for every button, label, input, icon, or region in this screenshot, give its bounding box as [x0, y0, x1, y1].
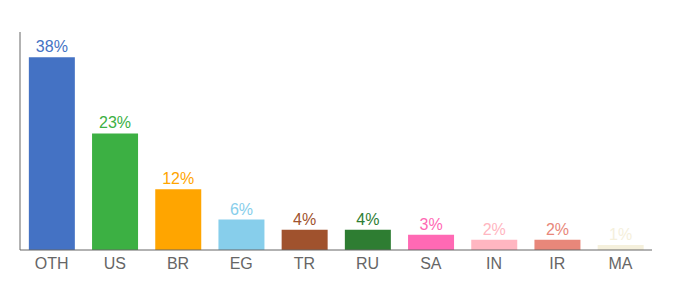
svg-text:MA: MA — [608, 255, 632, 272]
svg-text:4%: 4% — [356, 211, 379, 228]
svg-text:38%: 38% — [36, 38, 68, 55]
svg-text:23%: 23% — [99, 114, 131, 131]
svg-text:US: US — [104, 255, 126, 272]
svg-text:SA: SA — [420, 255, 442, 272]
svg-text:IN: IN — [486, 255, 502, 272]
svg-text:2%: 2% — [483, 221, 506, 238]
svg-text:1%: 1% — [609, 226, 632, 243]
svg-text:IR: IR — [549, 255, 565, 272]
svg-text:EG: EG — [230, 255, 253, 272]
svg-text:4%: 4% — [293, 211, 316, 228]
svg-text:BR: BR — [167, 255, 189, 272]
svg-text:6%: 6% — [230, 201, 253, 218]
svg-text:12%: 12% — [162, 170, 194, 187]
svg-text:RU: RU — [356, 255, 379, 272]
svg-text:TR: TR — [294, 255, 315, 272]
svg-text:OTH: OTH — [35, 255, 69, 272]
svg-text:3%: 3% — [419, 216, 442, 233]
svg-text:2%: 2% — [546, 221, 569, 238]
